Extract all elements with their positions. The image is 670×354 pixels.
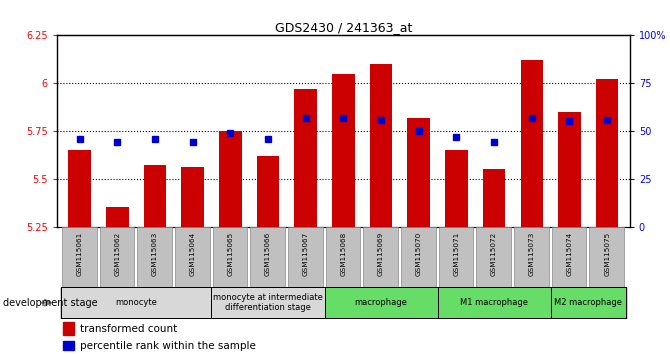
Text: GSM115066: GSM115066: [265, 232, 271, 276]
Text: GSM115070: GSM115070: [416, 232, 421, 276]
Bar: [63, 341, 74, 350]
Text: development stage: development stage: [3, 298, 98, 308]
Text: monocyte: monocyte: [115, 298, 157, 307]
FancyBboxPatch shape: [590, 227, 624, 287]
Bar: [483, 169, 505, 227]
FancyBboxPatch shape: [514, 227, 549, 287]
Text: GSM115063: GSM115063: [152, 232, 158, 276]
Text: percentile rank within the sample: percentile rank within the sample: [80, 341, 256, 351]
FancyBboxPatch shape: [175, 227, 210, 287]
Text: M1 macrophage: M1 macrophage: [460, 298, 528, 307]
Text: GSM115073: GSM115073: [529, 232, 535, 276]
Text: GSM115067: GSM115067: [303, 232, 309, 276]
Bar: [294, 89, 317, 227]
Text: M2 macrophage: M2 macrophage: [554, 298, 622, 307]
Bar: [257, 156, 279, 227]
FancyBboxPatch shape: [438, 287, 551, 318]
FancyBboxPatch shape: [401, 227, 436, 287]
FancyBboxPatch shape: [551, 287, 626, 318]
Bar: [68, 150, 91, 227]
Text: GSM115072: GSM115072: [491, 232, 497, 276]
Text: monocyte at intermediate
differentiation stage: monocyte at intermediate differentiation…: [213, 293, 323, 312]
FancyBboxPatch shape: [326, 227, 360, 287]
Bar: [63, 322, 74, 335]
Text: transformed count: transformed count: [80, 324, 177, 333]
Text: GSM115064: GSM115064: [190, 232, 196, 276]
FancyBboxPatch shape: [61, 287, 212, 318]
Text: GSM115065: GSM115065: [227, 232, 233, 276]
Bar: [370, 64, 393, 227]
Text: GSM115074: GSM115074: [567, 232, 572, 276]
Bar: [407, 118, 430, 227]
Bar: [332, 74, 354, 227]
Text: macrophage: macrophage: [354, 298, 407, 307]
Text: GSM115062: GSM115062: [115, 232, 120, 276]
FancyBboxPatch shape: [61, 287, 626, 319]
Bar: [106, 207, 129, 227]
FancyBboxPatch shape: [212, 287, 324, 318]
Bar: [445, 150, 468, 227]
Text: GSM115068: GSM115068: [340, 232, 346, 276]
FancyBboxPatch shape: [137, 227, 172, 287]
FancyBboxPatch shape: [288, 227, 323, 287]
FancyBboxPatch shape: [439, 227, 474, 287]
Text: GSM115075: GSM115075: [604, 232, 610, 276]
Bar: [182, 167, 204, 227]
Text: GSM115069: GSM115069: [378, 232, 384, 276]
FancyBboxPatch shape: [552, 227, 586, 287]
Title: GDS2430 / 241363_at: GDS2430 / 241363_at: [275, 21, 412, 34]
FancyBboxPatch shape: [251, 227, 285, 287]
FancyBboxPatch shape: [476, 227, 511, 287]
FancyBboxPatch shape: [363, 227, 398, 287]
FancyBboxPatch shape: [100, 227, 134, 287]
Bar: [521, 60, 543, 227]
FancyBboxPatch shape: [62, 227, 96, 287]
Bar: [143, 165, 166, 227]
FancyBboxPatch shape: [324, 287, 438, 318]
FancyBboxPatch shape: [212, 227, 247, 287]
Text: GSM115071: GSM115071: [454, 232, 460, 276]
Bar: [596, 79, 618, 227]
Text: GSM115061: GSM115061: [76, 232, 82, 276]
Bar: [558, 112, 581, 227]
Bar: [219, 131, 242, 227]
